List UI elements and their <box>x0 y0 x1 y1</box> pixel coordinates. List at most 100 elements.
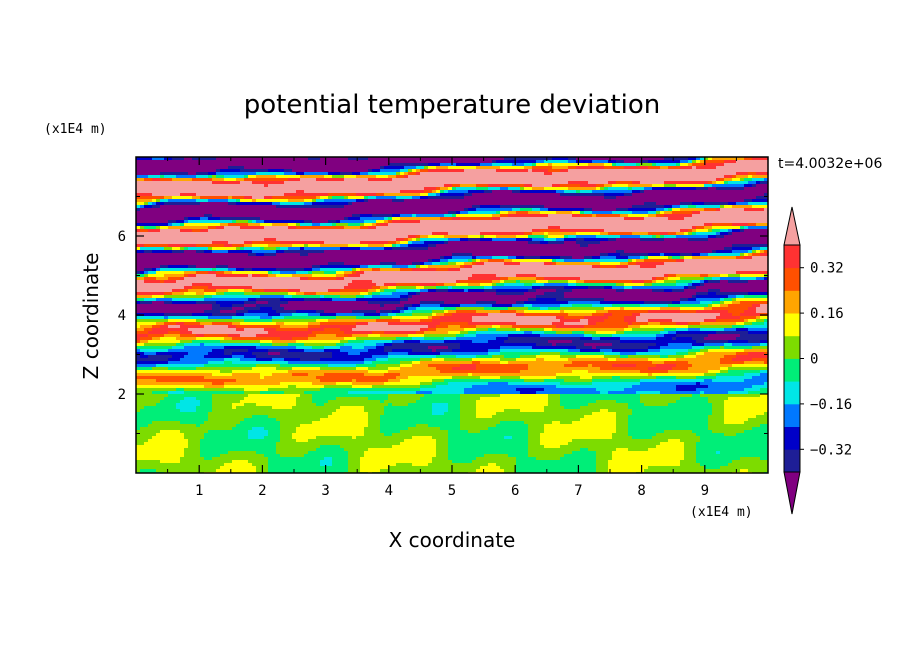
field-cell <box>212 295 260 299</box>
field-cell <box>304 202 312 206</box>
field-cell <box>664 430 692 434</box>
field-cell <box>472 265 592 269</box>
field-cell <box>460 343 536 347</box>
field-cell <box>572 421 616 425</box>
field-cell <box>224 352 232 356</box>
field-cell <box>336 409 364 413</box>
field-cell <box>640 382 696 386</box>
field-cell <box>616 208 628 212</box>
field-cell <box>392 217 400 221</box>
field-cell <box>400 379 432 383</box>
field-cell <box>216 169 220 173</box>
field-cell <box>348 463 360 467</box>
field-cell <box>184 346 224 350</box>
field-cell <box>392 292 408 296</box>
field-cell <box>256 304 280 308</box>
field-cell <box>728 304 752 308</box>
field-cell <box>688 232 692 236</box>
field-cell <box>144 277 156 281</box>
field-cell <box>544 172 552 176</box>
field-cell <box>660 166 668 170</box>
field-cell <box>360 460 432 464</box>
field-cell <box>168 220 176 224</box>
field-cell <box>504 157 552 161</box>
x-tick-label: 3 <box>321 483 329 499</box>
field-cell <box>412 361 420 365</box>
field-cell <box>236 379 320 383</box>
field-cell <box>308 271 312 275</box>
field-cell <box>300 247 304 251</box>
field-cell <box>188 289 204 293</box>
field-cell <box>688 205 696 209</box>
field-cell <box>136 439 148 443</box>
x-tick-label: 2 <box>258 483 266 499</box>
field-cell <box>184 355 204 359</box>
field-cell <box>136 358 168 362</box>
field-cell <box>624 331 660 335</box>
field-cell <box>364 451 436 455</box>
field-cell <box>244 289 252 293</box>
field-cell <box>732 229 740 233</box>
field-cell <box>448 286 452 290</box>
field-cell <box>476 262 484 266</box>
field-cell <box>224 463 252 467</box>
field-cell <box>688 160 692 164</box>
field-cell <box>200 424 236 428</box>
field-cell <box>212 304 220 308</box>
field-cell <box>276 274 292 278</box>
field-cell <box>520 328 544 332</box>
field-cell <box>208 229 532 233</box>
field-cell <box>144 205 152 209</box>
field-cell <box>208 352 224 356</box>
field-cell <box>204 325 228 329</box>
field-cell <box>652 163 656 167</box>
field-cell <box>728 280 748 284</box>
field-cell <box>152 202 156 206</box>
field-cell <box>760 373 768 377</box>
field-cell <box>352 214 360 218</box>
field-cell <box>340 328 352 332</box>
field-cell <box>740 313 760 317</box>
field-cell <box>676 184 704 188</box>
field-cell <box>644 256 648 260</box>
field-cell <box>260 373 272 377</box>
field-cell <box>496 211 500 215</box>
field-cell <box>244 301 256 305</box>
field-cell <box>136 349 140 353</box>
field-cell <box>464 388 516 392</box>
field-cell <box>604 196 616 200</box>
field-cell <box>504 259 512 263</box>
field-cell <box>456 337 496 341</box>
field-cell <box>456 307 484 311</box>
field-cell <box>716 235 724 239</box>
field-cell <box>628 433 656 437</box>
field-cell <box>252 244 268 248</box>
field-cell <box>408 172 416 176</box>
field-cell <box>728 310 744 314</box>
field-cell <box>616 283 624 287</box>
field-cell <box>448 238 460 242</box>
field-cell <box>584 334 592 338</box>
field-cell <box>332 355 372 359</box>
field-cell <box>668 331 676 335</box>
field-cell <box>616 448 628 452</box>
field-cell <box>460 427 488 431</box>
field-cell <box>320 358 364 362</box>
field-cell <box>468 235 480 239</box>
field-cell <box>556 325 584 329</box>
field-cell <box>384 283 396 287</box>
field-cell <box>276 238 396 242</box>
field-cell <box>644 217 668 221</box>
field-cell <box>476 400 548 404</box>
field-cell <box>516 457 536 461</box>
field-cell <box>252 415 268 419</box>
field-cell <box>292 406 340 410</box>
field-cell <box>316 178 344 182</box>
field-cell <box>588 364 592 368</box>
field-cell <box>244 178 288 182</box>
field-cell <box>388 355 436 359</box>
field-cell <box>548 340 572 344</box>
field-cell <box>428 193 436 197</box>
field-cell <box>228 451 256 455</box>
field-cell <box>212 175 216 179</box>
